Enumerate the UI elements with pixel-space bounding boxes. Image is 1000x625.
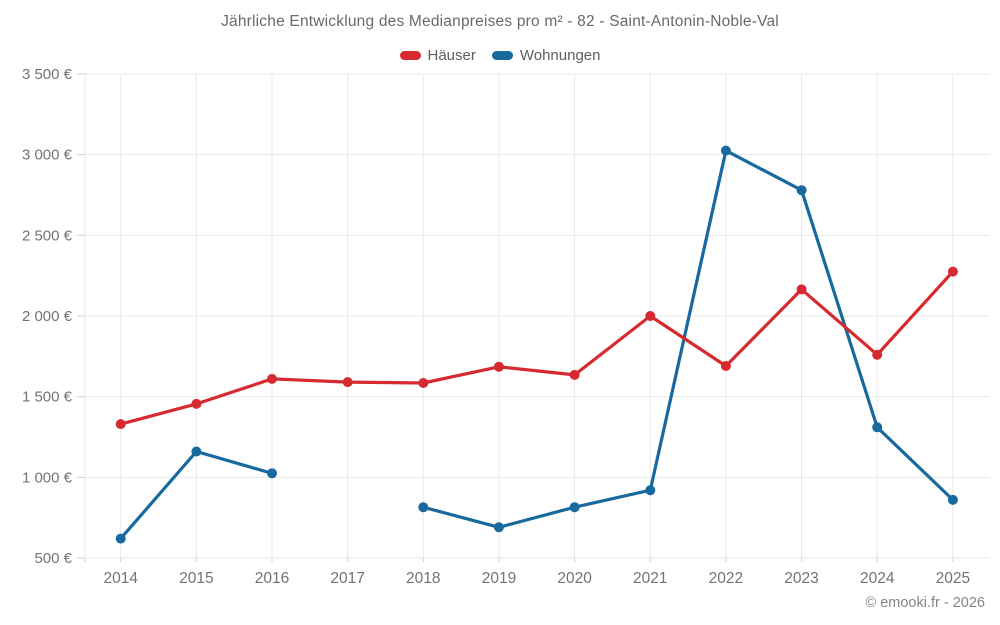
svg-text:2021: 2021: [633, 570, 667, 587]
legend-swatch-wohnungen-icon: [491, 51, 513, 60]
svg-text:2023: 2023: [784, 570, 818, 587]
svg-text:2017: 2017: [330, 570, 364, 587]
chart-legend: Häuser Wohnungen: [0, 47, 1000, 64]
legend-item-wohnungen[interactable]: Wohnungen: [491, 47, 601, 64]
svg-text:3 000 €: 3 000 €: [22, 147, 73, 164]
svg-text:2 500 €: 2 500 €: [22, 227, 73, 244]
legend-label-haeuser: Häuser: [427, 47, 476, 64]
svg-text:2014: 2014: [103, 570, 138, 587]
svg-text:2 000 €: 2 000 €: [22, 308, 73, 325]
svg-text:2022: 2022: [709, 570, 743, 587]
svg-text:2025: 2025: [936, 570, 970, 587]
svg-text:2015: 2015: [179, 570, 213, 587]
legend-label-wohnungen: Wohnungen: [519, 47, 601, 64]
svg-text:2019: 2019: [482, 570, 516, 587]
copyright-footer: © emooki.fr - 2026: [865, 595, 985, 611]
svg-text:1 500 €: 1 500 €: [22, 389, 73, 406]
legend-item-haeuser[interactable]: Häuser: [399, 47, 476, 64]
svg-text:1 000 €: 1 000 €: [22, 469, 73, 486]
svg-text:3 500 €: 3 500 €: [22, 66, 73, 83]
svg-text:2018: 2018: [406, 570, 440, 587]
chart-title: Jährliche Entwicklung des Medianpreises …: [221, 13, 779, 30]
svg-text:2016: 2016: [255, 570, 289, 587]
svg-text:2024: 2024: [860, 570, 895, 587]
svg-text:2020: 2020: [557, 570, 592, 587]
legend-swatch-haeuser-icon: [399, 51, 421, 60]
svg-text:500 €: 500 €: [34, 550, 72, 567]
